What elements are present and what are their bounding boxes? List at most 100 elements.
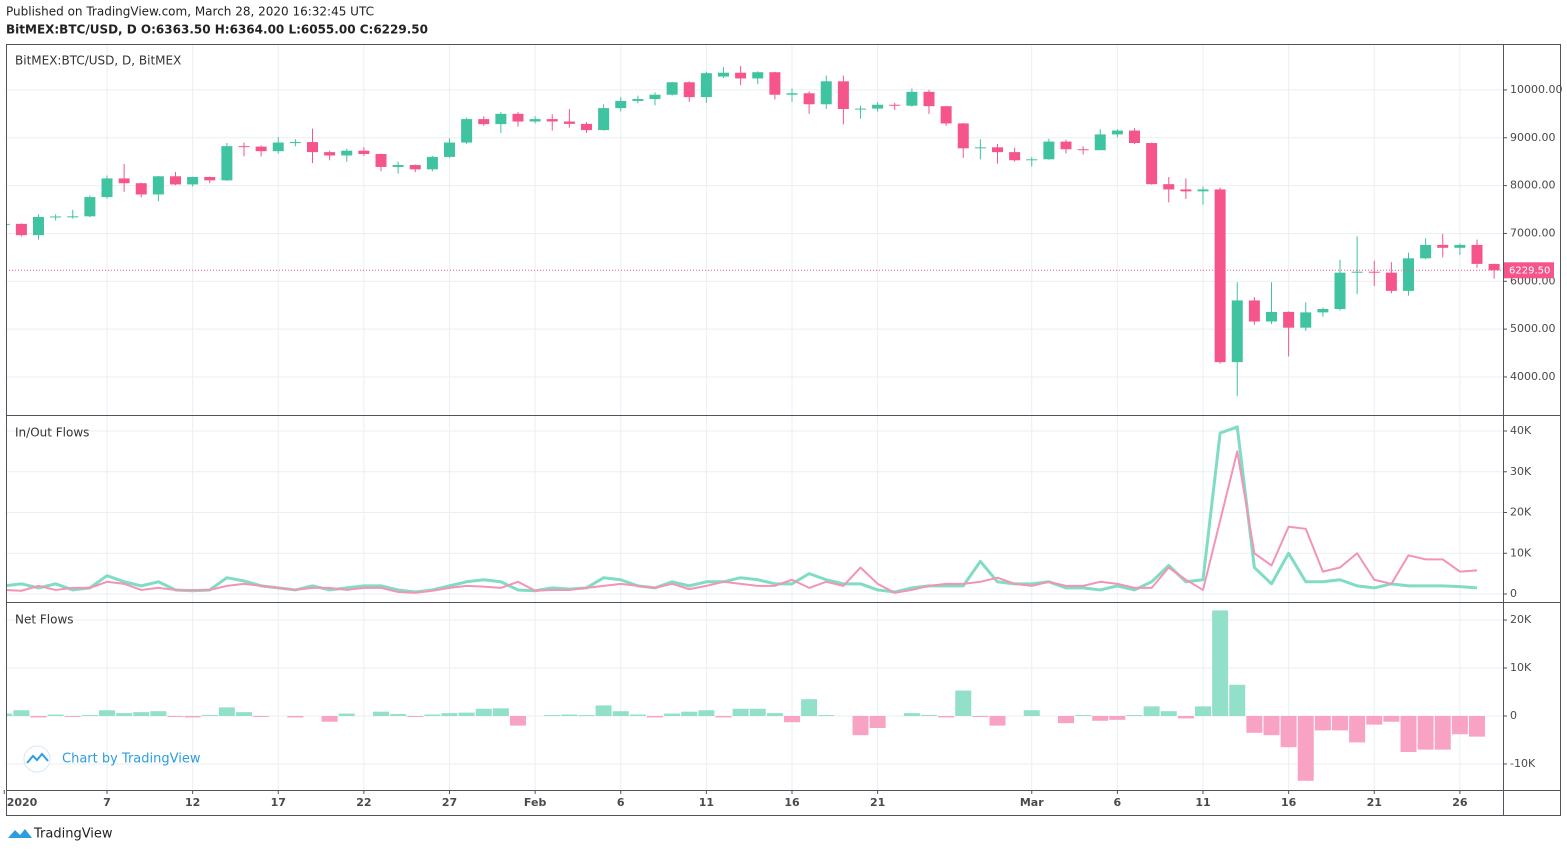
- net-flow-bar: [1280, 715, 1297, 748]
- net-flow-bar: [47, 714, 64, 716]
- net-flow-bar: [1023, 710, 1040, 716]
- x-tick-label: 2020: [7, 796, 38, 809]
- footer-logo: [8, 829, 32, 838]
- candle-body: [1454, 244, 1466, 248]
- net-flow-bar: [647, 715, 663, 718]
- net-flow-bar: [338, 713, 355, 716]
- candle-body: [1403, 258, 1414, 291]
- last-price-label: 6229.50: [1509, 265, 1550, 276]
- candle-body: [170, 176, 181, 185]
- x-tick-label: 12: [185, 796, 200, 809]
- y-tick-label: 20K: [1510, 613, 1532, 626]
- x-tick-label: 26: [1452, 796, 1468, 809]
- candle-body: [33, 216, 44, 236]
- net-flow-bar: [1314, 715, 1331, 731]
- published-line: Published on TradingView.com, March 28, …: [6, 5, 374, 19]
- net-flow-bar: [116, 713, 133, 716]
- net-flow-bar: [373, 711, 389, 716]
- candle-body: [957, 123, 969, 149]
- candle-body: [1009, 152, 1021, 161]
- chart-frame: [6, 44, 1561, 816]
- candle-body: [752, 72, 764, 79]
- net-flow-bar: [903, 713, 920, 716]
- net-flow-bar: [852, 715, 869, 736]
- y-tick-label: 10000.00: [1510, 83, 1563, 96]
- net-flow-bar: [1349, 715, 1366, 743]
- candle-body: [786, 93, 798, 95]
- candle-body: [1317, 309, 1329, 313]
- candle-body: [1385, 272, 1397, 291]
- pane-title: In/Out Flows: [15, 426, 89, 440]
- candle-body: [992, 147, 1003, 153]
- net-flow-bar: [544, 715, 561, 716]
- candle-body: [735, 72, 747, 79]
- x-tick-label: 7: [103, 796, 111, 809]
- axis-layer: 2020 7 12 17 22 27 Feb 6 11 16 21 Mar 6 11 16 21 26 4000.…: [3, 83, 1563, 809]
- net-flow-bar: [287, 715, 304, 718]
- x-tick-label: 27: [442, 796, 457, 809]
- x-tick-label: 21: [870, 796, 885, 809]
- net-flow-bar: [1229, 684, 1246, 716]
- candle-body: [1248, 300, 1260, 322]
- candle-body: [1026, 159, 1038, 161]
- x-tick-label: 22: [356, 796, 371, 809]
- net-flow-bar: [681, 711, 698, 716]
- candle-body: [529, 119, 541, 122]
- candle-body: [1368, 271, 1380, 273]
- candle-body: [1488, 263, 1500, 271]
- candle-body: [598, 108, 610, 131]
- plot-layer: [6, 66, 1503, 781]
- net-flow-bar: [30, 715, 47, 718]
- candle-body: [50, 216, 62, 218]
- candle-body: [358, 150, 370, 155]
- candle-body: [718, 72, 729, 77]
- candle-body: [666, 82, 678, 95]
- net-flow-bar: [1075, 715, 1092, 716]
- candle-body: [135, 183, 147, 195]
- candle-body: [546, 119, 558, 122]
- net-flow-bar: [1109, 715, 1126, 720]
- candle-body: [204, 176, 216, 181]
- candle-body: [118, 178, 130, 184]
- candle-body: [974, 147, 986, 149]
- net-flow-bar: [201, 715, 218, 716]
- net-flow-bar: [784, 715, 800, 723]
- tv-logo[interactable]: Chart by TradingView: [23, 745, 201, 773]
- net-flow-bar: [390, 714, 407, 716]
- net-flow-bar: [578, 715, 595, 716]
- net-flow-bar: [475, 708, 492, 716]
- candle-body: [307, 142, 318, 153]
- candle-body: [1437, 244, 1449, 248]
- candle-body: [478, 119, 490, 125]
- net-flow-bar: [1400, 715, 1417, 752]
- candle-body: [615, 100, 627, 109]
- candle-body: [272, 142, 284, 152]
- chart-by-link[interactable]: Chart by TradingView: [62, 752, 201, 767]
- x-tick-label: 6: [1114, 796, 1122, 809]
- x-tick-label: 16: [784, 796, 800, 809]
- net-flow-bar: [510, 715, 526, 726]
- candle-body: [101, 178, 113, 198]
- net-flow-bar: [1212, 610, 1229, 716]
- candle-body: [84, 197, 96, 217]
- candle-body: [6, 223, 10, 225]
- candle-body: [1077, 149, 1089, 151]
- net-flow-bar: [595, 705, 612, 716]
- candle-body: [1283, 311, 1295, 328]
- candle-body: [67, 216, 79, 218]
- net-flow-bar: [938, 715, 955, 718]
- y-tick-label: 0: [1510, 587, 1517, 600]
- candle-body: [289, 142, 301, 144]
- net-flow-bar: [749, 708, 766, 716]
- net-flow-bar: [133, 712, 150, 716]
- candle-body: [803, 93, 815, 105]
- footer-brand[interactable]: TradingView: [33, 827, 113, 842]
- candle-body: [820, 81, 832, 105]
- net-flow-bar: [1332, 715, 1348, 731]
- net-flow-bar: [664, 713, 681, 716]
- y-tick-label: 9000.00: [1510, 131, 1556, 144]
- candle-body: [683, 82, 695, 98]
- net-flow-bar: [99, 710, 115, 716]
- candle-body: [563, 121, 575, 124]
